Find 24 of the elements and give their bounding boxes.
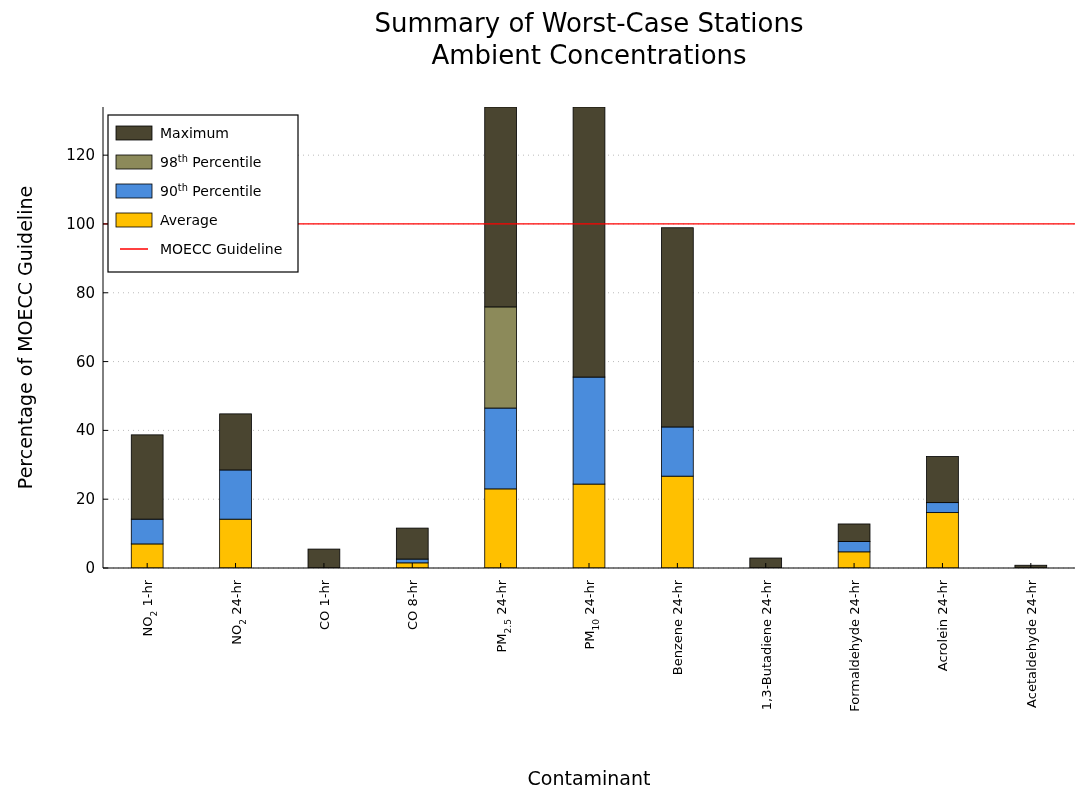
y-axis-title: Percentage of MOECC Guideline (14, 185, 36, 490)
x-axis-title: Contaminant (527, 767, 651, 789)
x-tick-label: Acetaldehyde 24-hr (1023, 579, 1039, 708)
legend-label: Maximum (160, 125, 229, 141)
bar (395, 527, 429, 560)
x-tick-label: 1,3-Butadiene 24-hr (758, 579, 774, 711)
x-tick-label: Benzene 24-hr (670, 579, 686, 676)
y-tick-label: 0 (85, 559, 95, 577)
y-tick-label: 60 (75, 352, 95, 371)
legend-label: 90$^{th}$ Percentile (160, 181, 262, 199)
y-tick-label: 100 (66, 214, 95, 233)
legend-label: 98$^{th}$ Percentile (160, 152, 262, 170)
chart-title: Summary of Worst-Case Stations (374, 8, 804, 38)
x-tick-label: CO 8-hr (405, 579, 421, 630)
x-tick-label: Acrolein 24-hr (935, 579, 951, 672)
legend-label: Average (160, 212, 218, 228)
x-tick-label: Formaldehyde 24-hr (847, 579, 863, 712)
y-tick-label: 120 (66, 146, 95, 165)
y-tick-label: 40 (75, 421, 95, 440)
x-tick-label: CO 1-hr (316, 579, 332, 630)
y-tick-label: 80 (75, 283, 95, 302)
legend-label: MOECC Guideline (160, 241, 283, 257)
y-tick-label: 20 (75, 490, 95, 509)
chart-subtitle: Ambient Concentrations (431, 40, 747, 70)
